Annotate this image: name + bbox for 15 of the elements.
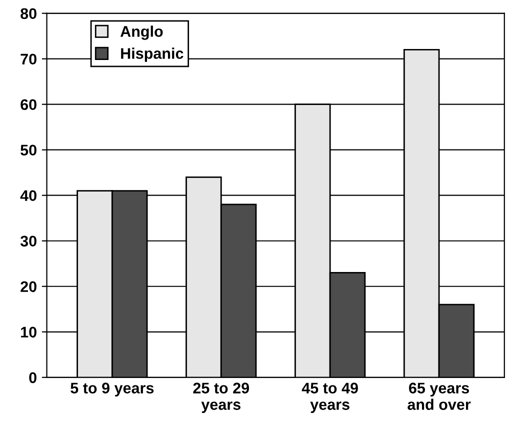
y-tick-label: 50 [20, 144, 36, 156]
legend-label: Anglo [120, 26, 163, 40]
x-tick-label: 25 to 29 years [193, 382, 250, 413]
y-tick-label: 80 [20, 8, 36, 20]
y-tick-label: 40 [20, 190, 36, 202]
y-tick-label: 20 [20, 281, 36, 292]
y-tick-label: 10 [21, 326, 36, 338]
x-tick-label: 5 to 9 years [70, 382, 154, 397]
legend-label: Hispanic [121, 48, 184, 62]
y-tick-label: 0 [29, 372, 36, 384]
x-tick-label: 45 to 49 years [302, 382, 358, 413]
y-tick-label: 60 [20, 99, 36, 110]
y-tick-label: 70 [20, 54, 36, 65]
x-tick-label: 65 years and over [408, 382, 471, 410]
y-tick-label: 30 [20, 236, 36, 247]
